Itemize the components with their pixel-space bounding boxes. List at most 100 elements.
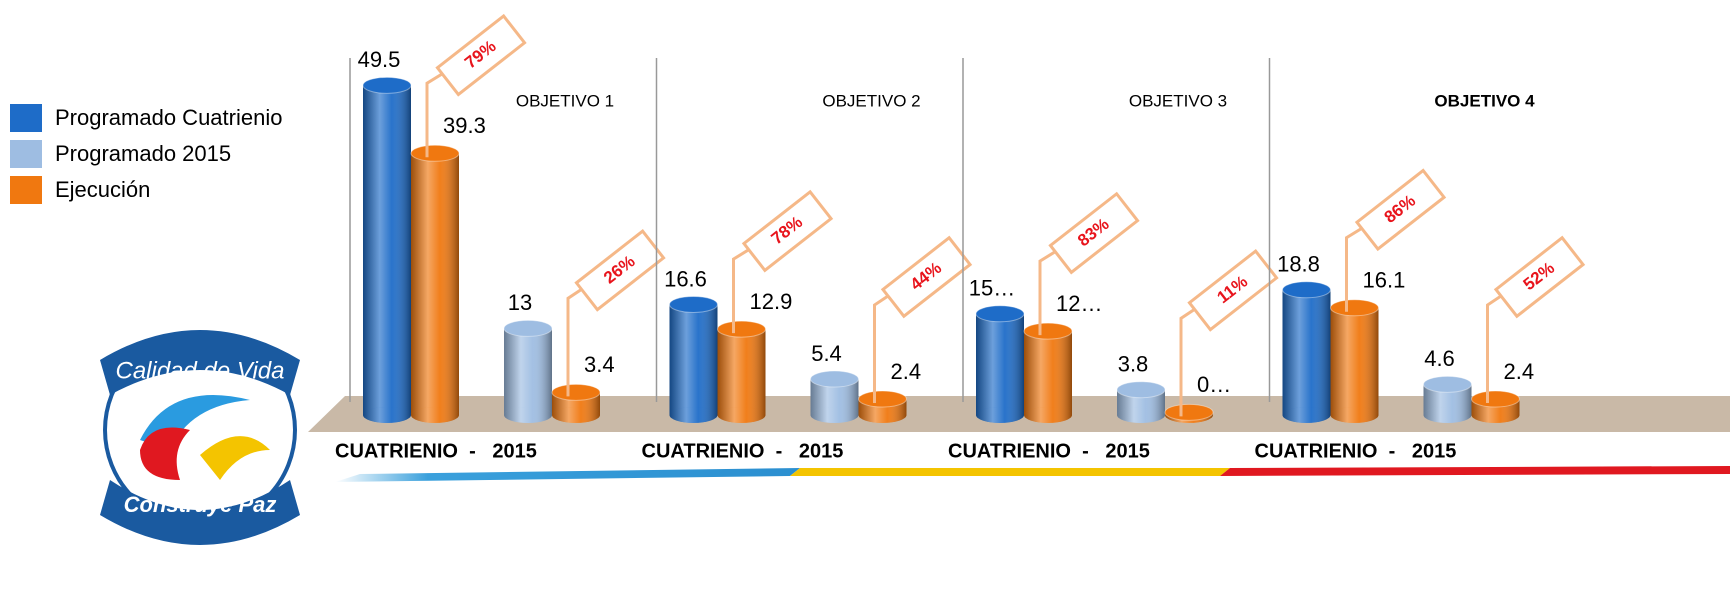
bar-base-shade: [1423, 407, 1472, 423]
bar: [503, 319, 553, 423]
value-label: 39.3: [443, 113, 486, 138]
bar-top: [669, 295, 718, 313]
bar-top: [362, 76, 412, 94]
bar-shade: [1330, 307, 1379, 415]
bar-base-shade: [1471, 407, 1520, 423]
bar: [362, 76, 412, 423]
bar-base-shade: [1282, 407, 1331, 423]
bar-top: [1423, 375, 1472, 393]
bar-base-shade: [411, 407, 459, 423]
callout-box: [574, 228, 666, 312]
bar: [551, 383, 601, 423]
callout-box: [741, 189, 834, 273]
bar-top: [858, 390, 907, 408]
bar-top: [1164, 403, 1214, 421]
group-title: OBJETIVO 2: [822, 91, 920, 110]
bar: [1471, 390, 1520, 423]
value-label: 3.8: [1118, 352, 1149, 377]
bar-shade: [411, 153, 459, 415]
legend-swatch: [10, 104, 42, 132]
bar-shade: [1024, 331, 1072, 415]
bar-base-shade: [363, 407, 411, 423]
bar-shade: [976, 313, 1024, 415]
callout: 44%: [880, 235, 973, 319]
bar: [810, 370, 859, 423]
callout: 86%: [1354, 168, 1447, 252]
value-label: 49.5: [358, 47, 401, 72]
period-label: CUATRIENIO - 2015: [642, 440, 844, 462]
bar-base-shade: [552, 407, 600, 423]
bar-top: [1282, 281, 1331, 299]
bar-top: [551, 383, 601, 401]
legend-label: Ejecución: [55, 177, 150, 202]
legend-label: Programado Cuatrienio: [55, 105, 282, 130]
stripe: [790, 468, 1230, 476]
bar-shade: [1282, 289, 1331, 415]
value-label: 13: [508, 290, 532, 315]
callout-box: [1354, 168, 1447, 252]
value-label: 2.4: [1504, 359, 1535, 384]
value-label: 18.8: [1277, 252, 1320, 277]
bar-shade: [717, 329, 766, 415]
value-label: 15…: [969, 276, 1015, 301]
callout: 79%: [435, 13, 527, 97]
bar-base-shade: [504, 407, 552, 423]
bar-top: [975, 305, 1025, 323]
bar: [1330, 299, 1379, 423]
callout-box: [1493, 235, 1586, 319]
bar-top: [1330, 299, 1379, 317]
bar-base-shade: [976, 407, 1024, 423]
callout: 26%: [574, 228, 666, 312]
legend-label: Programado 2015: [55, 141, 231, 166]
bar: [975, 305, 1025, 423]
bar: [1116, 381, 1166, 423]
callout-box: [880, 235, 973, 319]
group-title: OBJETIVO 4: [1434, 91, 1535, 110]
period-label: CUATRIENIO - 2015: [1255, 440, 1457, 462]
period-label: CUATRIENIO - 2015: [948, 440, 1150, 462]
callout: 52%: [1493, 235, 1586, 319]
bar: [1023, 322, 1073, 423]
group-title: OBJETIVO 3: [1129, 91, 1227, 110]
bar-top: [503, 319, 553, 337]
bar-base-shade: [810, 407, 859, 423]
bar-top: [1471, 390, 1520, 408]
bar-base-shade: [1024, 407, 1072, 423]
bar-base-shade: [669, 407, 718, 423]
logo: Calidad de Vida Construye Paz: [100, 330, 300, 545]
bar-top: [1023, 322, 1073, 340]
bar: [1164, 403, 1214, 423]
value-label: 4.6: [1424, 346, 1455, 371]
callout: 83%: [1048, 191, 1140, 275]
bar-base-shade: [717, 407, 766, 423]
bar-base-shade: [1330, 407, 1379, 423]
legend-swatch: [10, 176, 42, 204]
value-label: 0…: [1197, 372, 1231, 397]
callout-box: [435, 13, 527, 97]
bar-top: [810, 370, 859, 388]
bar: [410, 144, 460, 423]
callout-box: [1048, 191, 1140, 275]
value-label: 16.1: [1363, 268, 1406, 293]
bar-base-shade: [1117, 407, 1165, 423]
bar-top: [1116, 381, 1166, 399]
value-label: 12.9: [750, 289, 793, 314]
value-label: 3.4: [584, 352, 615, 377]
callout: 78%: [741, 189, 834, 273]
logo-top: Calidad de Vida: [115, 357, 284, 384]
bar-shade: [504, 328, 552, 415]
legend-swatch: [10, 140, 42, 168]
value-label: 12…: [1056, 291, 1102, 316]
stripe: [335, 468, 800, 482]
bar: [1282, 281, 1331, 423]
value-label: 2.4: [891, 359, 922, 384]
bar-shade: [669, 304, 718, 415]
bar-shade: [363, 85, 411, 415]
value-label: 16.6: [664, 266, 707, 291]
bar-base-shade: [858, 407, 907, 423]
bar: [1423, 375, 1472, 423]
callout-box: [1187, 248, 1279, 332]
bar-top: [717, 320, 766, 338]
bar: [717, 320, 766, 423]
